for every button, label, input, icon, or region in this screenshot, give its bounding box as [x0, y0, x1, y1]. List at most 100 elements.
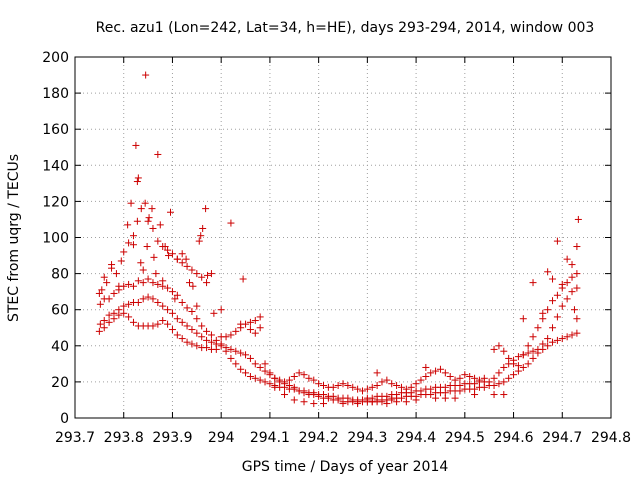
x-tick-label: 294.6 — [493, 430, 533, 446]
data-point — [368, 398, 376, 406]
data-point — [232, 327, 240, 335]
data-point — [549, 275, 557, 283]
y-tick-label: 120 — [42, 194, 69, 210]
data-point — [125, 280, 133, 288]
data-point — [510, 360, 518, 368]
data-point — [134, 277, 142, 285]
data-point — [168, 326, 176, 334]
data-point — [568, 273, 576, 281]
data-point — [549, 324, 557, 332]
data-point — [105, 311, 113, 319]
data-point — [227, 354, 235, 362]
data-point — [178, 318, 186, 326]
data-point — [193, 302, 201, 310]
data-point — [178, 259, 186, 267]
y-tick-label: 20 — [51, 375, 69, 391]
data-point — [500, 378, 508, 386]
data-point — [402, 398, 410, 406]
data-point — [271, 383, 279, 391]
x-tick-label: 294.4 — [396, 430, 436, 446]
data-point — [188, 308, 196, 316]
data-point — [115, 282, 123, 290]
data-point — [368, 383, 376, 391]
data-point — [558, 302, 566, 310]
chart-title: Rec. azu1 (Lon=242, Lat=34, h=HE), days … — [96, 20, 595, 36]
data-point — [165, 252, 173, 260]
data-point — [183, 338, 191, 346]
data-point — [168, 250, 176, 258]
data-point — [519, 315, 527, 323]
data-point — [510, 371, 518, 379]
data-point — [120, 248, 128, 256]
data-point — [553, 313, 561, 321]
x-tick-label: 293.7 — [55, 430, 95, 446]
data-point — [203, 344, 211, 352]
data-point — [193, 315, 201, 323]
data-point — [193, 342, 201, 350]
data-point — [544, 342, 552, 350]
y-tick-labels: 0 20 40 60 80 100 120 140 160 180 200 — [42, 50, 69, 427]
data-point — [354, 400, 362, 408]
data-point — [164, 306, 172, 314]
data-point — [178, 250, 186, 258]
data-point — [290, 396, 298, 404]
data-point — [246, 326, 254, 334]
data-point — [100, 317, 108, 325]
data-point — [500, 347, 508, 355]
data-point — [251, 374, 259, 382]
data-point — [133, 178, 141, 186]
data-point — [558, 280, 566, 288]
data-point — [514, 353, 522, 361]
data-point — [315, 392, 323, 400]
data-point — [159, 317, 167, 325]
data-point — [178, 335, 186, 343]
data-point — [456, 387, 464, 395]
data-point — [539, 309, 547, 317]
data-point — [290, 383, 298, 391]
data-point — [217, 342, 225, 350]
data-point — [193, 270, 201, 278]
data-point — [544, 335, 552, 343]
data-point — [256, 363, 264, 371]
y-tick-label: 60 — [51, 303, 69, 319]
data-point — [310, 376, 318, 384]
data-point — [563, 295, 571, 303]
data-point — [161, 243, 169, 251]
data-point — [339, 380, 347, 388]
data-point — [173, 331, 181, 339]
data-point — [320, 382, 328, 390]
data-point — [573, 315, 581, 323]
data-point — [500, 363, 508, 371]
data-point — [281, 391, 289, 399]
data-point — [198, 322, 206, 330]
x-tick-label: 294 — [208, 430, 235, 446]
data-point — [204, 271, 212, 279]
y-tick-label: 80 — [51, 267, 69, 283]
data-point — [237, 320, 245, 328]
data-point — [417, 376, 425, 384]
data-point — [563, 279, 571, 287]
data-point — [141, 199, 149, 207]
data-point — [300, 389, 308, 397]
data-point — [251, 329, 259, 337]
data-point — [315, 380, 323, 388]
data-point — [300, 398, 308, 406]
data-point — [188, 266, 196, 274]
data-point — [139, 295, 147, 303]
data-point — [573, 243, 581, 251]
data-point — [422, 372, 430, 380]
data-point — [524, 360, 532, 368]
data-point — [156, 221, 164, 229]
data-point — [239, 275, 247, 283]
data-point — [242, 369, 250, 377]
data-point — [544, 306, 552, 314]
data-point — [261, 367, 269, 375]
data-point — [178, 298, 186, 306]
x-tick-label: 294.5 — [445, 430, 485, 446]
data-point — [129, 282, 137, 290]
y-axis-label: STEC from uqrg / TECUs — [6, 154, 22, 322]
data-point — [568, 331, 576, 339]
data-point — [232, 347, 240, 355]
data-point — [183, 322, 191, 330]
data-point — [570, 306, 578, 314]
